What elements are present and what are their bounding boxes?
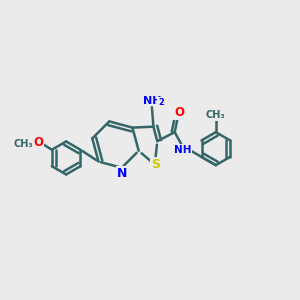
Text: CH₃: CH₃	[206, 110, 226, 120]
Text: CH₃: CH₃	[14, 139, 33, 149]
Text: S: S	[151, 158, 160, 171]
Text: NH: NH	[174, 145, 191, 155]
Text: 2: 2	[158, 98, 164, 107]
Text: O: O	[174, 106, 184, 119]
Text: N: N	[116, 167, 127, 180]
Text: NH: NH	[143, 96, 161, 106]
Text: O: O	[33, 136, 43, 149]
